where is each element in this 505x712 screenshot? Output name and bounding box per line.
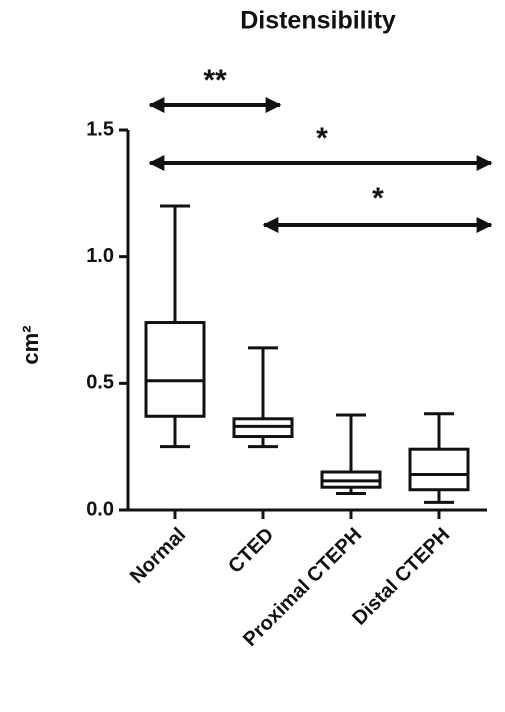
y-tick-label: 0.0 [86,498,114,520]
significance-label: ** [203,64,227,97]
box [408,447,470,492]
significance-label: * [372,182,384,215]
y-tick-label: 1.5 [86,118,114,140]
y-tick-label: 0.5 [86,372,114,394]
significance-label: * [316,122,328,155]
box [144,321,206,418]
y-axis-label: cm² [18,325,43,364]
chart-title: Distensibility [240,7,396,35]
x-tick-label: CTED [224,524,278,578]
x-tick-label: Normal [126,524,190,588]
y-tick-label: 1.0 [86,245,114,267]
